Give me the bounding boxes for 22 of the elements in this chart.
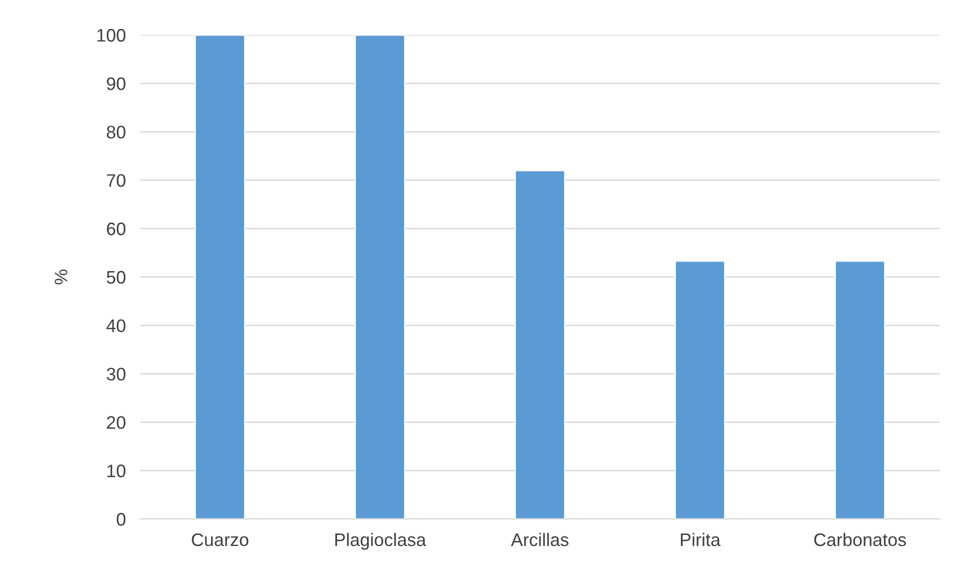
x-tick-label: Plagioclasa bbox=[335, 532, 426, 550]
bar bbox=[194, 35, 246, 519]
y-tick-label: 30 bbox=[106, 368, 126, 381]
bar bbox=[354, 35, 406, 519]
y-tick-label: 60 bbox=[106, 222, 126, 236]
y-tick-label: 50 bbox=[106, 270, 126, 284]
bar bbox=[834, 260, 886, 519]
y-tick-label: 90 bbox=[106, 77, 126, 90]
bar bbox=[514, 170, 566, 519]
y-axis-title: % bbox=[54, 270, 68, 284]
x-tick-label: Pirita bbox=[680, 532, 721, 546]
y-tick-label: 100 bbox=[97, 28, 126, 42]
bar bbox=[674, 260, 726, 519]
y-tick-label: 80 bbox=[106, 126, 126, 139]
x-tick-label: Arcillas bbox=[510, 532, 568, 546]
y-tick-label: 10 bbox=[107, 464, 126, 478]
x-tick-label: Carbonatos bbox=[814, 532, 906, 546]
y-tick-label: 20 bbox=[106, 416, 126, 429]
y-tick-label: 70 bbox=[106, 174, 126, 187]
y-tick-label: 0 bbox=[116, 512, 126, 526]
y-tick-label: 40 bbox=[106, 319, 126, 332]
x-tick-label: Cuarzo bbox=[192, 533, 248, 546]
